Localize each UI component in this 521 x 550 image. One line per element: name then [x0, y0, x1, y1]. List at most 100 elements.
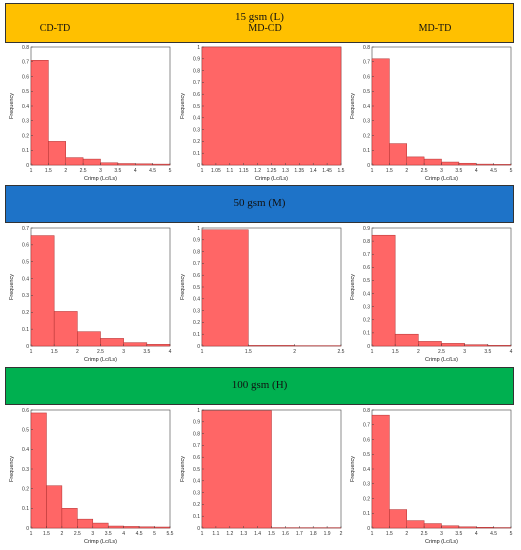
- histogram-bar: [123, 526, 140, 529]
- y-tick-label: 0.8: [363, 239, 370, 245]
- histogram-bar: [406, 520, 425, 529]
- histogram-bar: [394, 333, 419, 347]
- y-tick-label: 0.1: [193, 151, 200, 157]
- y-tick-label: 0.4: [22, 104, 29, 110]
- x-tick-label: 4.5: [490, 168, 497, 174]
- y-tick-label: 0.4: [363, 104, 370, 110]
- x-tick-label: 4: [134, 168, 137, 174]
- histogram-bar: [123, 342, 148, 347]
- x-tick-label: 3.5: [105, 531, 112, 537]
- y-tick-label: 0.6: [193, 92, 200, 98]
- y-tick-label: 0.8: [363, 408, 370, 414]
- histogram-bar: [100, 162, 119, 166]
- y-tick-label: 0.6: [363, 437, 370, 443]
- y-tick-label: 0.5: [193, 104, 200, 110]
- histogram-low-md-cd: 1 1.05 1.1 1.15 1.2 1.25 1.3 1.35 1.4 1.45 1.5 0 0.1…: [176, 45, 346, 185]
- x-tick-label: 1.25: [267, 168, 277, 174]
- y-tick-label: 0.7: [193, 261, 200, 267]
- histogram-high-md-cd: 1 1.1 1.2 1.3 1.4 1.5 1.6 1.7 1.8 1.9 2 0 0.1 0.2 0.3 0…: [176, 408, 346, 548]
- row-label-low: 15 gsm (L): [235, 11, 284, 23]
- histogram-bar: [476, 527, 494, 529]
- y-tick-label: 0.2: [22, 486, 29, 492]
- y-tick-label: 0: [367, 526, 370, 532]
- x-tick-label: 1: [30, 349, 33, 355]
- x-tick-label: 3: [440, 531, 443, 537]
- x-tick-label: 5: [510, 168, 513, 174]
- y-tick-label: 0.2: [363, 496, 370, 502]
- x-tick-label: 1.8: [310, 531, 317, 537]
- y-tick-label: 0.5: [363, 89, 370, 95]
- histogram-bar: [423, 523, 442, 529]
- x-tick-label: 1.9: [324, 531, 331, 537]
- x-tick-label: 1.5: [392, 349, 399, 355]
- x-tick-label: 3: [91, 531, 94, 537]
- histogram-bar: [458, 162, 477, 166]
- x-tick-label: 4.5: [136, 531, 143, 537]
- x-tick-label: 1: [371, 168, 374, 174]
- histogram-bar: [30, 60, 49, 166]
- y-axis-label: Frequency: [350, 93, 356, 119]
- y-tick-label: 0.6: [193, 273, 200, 279]
- histogram-bar: [441, 343, 465, 347]
- histogram-bar: [92, 522, 109, 529]
- histogram-svg: 1 1.5 2 2.5 3 3.5 4 4.5 5 0 0.1 0.2 0.3 0.4 0.5 0.6 0.7 0…: [9, 45, 172, 182]
- y-tick-label: 0.7: [193, 80, 200, 86]
- x-tick-label: 1: [201, 168, 204, 174]
- x-tick-label: 1.5: [43, 531, 50, 537]
- x-axis-label: Crimp (Lc/Ls): [84, 357, 117, 363]
- y-tick-label: 0.6: [22, 408, 29, 414]
- histogram-bar: [201, 229, 249, 347]
- y-tick-label: 0.2: [363, 133, 370, 139]
- x-tick-label: 1: [30, 168, 33, 174]
- y-tick-label: 0.7: [193, 443, 200, 449]
- y-tick-label: 0.6: [22, 243, 29, 249]
- y-axis-label: Frequency: [180, 93, 186, 119]
- y-tick-label: 0.4: [193, 297, 200, 303]
- x-tick-label: 3: [440, 168, 443, 174]
- y-axis-label: Frequency: [9, 93, 15, 119]
- y-tick-label: 0.2: [193, 139, 200, 145]
- row-label-medium: 50 gsm (M): [233, 197, 286, 209]
- x-tick-label: 2.5: [421, 531, 428, 537]
- y-tick-label: 0.4: [22, 276, 29, 282]
- y-tick-label: 0.7: [22, 60, 29, 66]
- x-tick-label: 4: [510, 349, 513, 355]
- y-tick-label: 0.1: [22, 327, 29, 333]
- x-tick-label: 1.4: [254, 531, 261, 537]
- histogram-svg: 1 1.5 2 2.5 3 3.5 4 4.5 5 5.5 0 0.1 0.2 0.3 0.4 0.5 0.6 C…: [9, 408, 174, 545]
- y-tick-label: 0.5: [363, 452, 370, 458]
- y-tick-label: 0.2: [193, 320, 200, 326]
- histogram-bar: [117, 163, 136, 166]
- histogram-svg: 1 1.5 2 2.5 3 3.5 4 0 0.1 0.2 0.3 0.4 0.5 0.6 0.7 0.8 0.…: [350, 226, 513, 363]
- x-tick-label: 2.5: [421, 168, 428, 174]
- y-tick-label: 0.5: [193, 285, 200, 291]
- y-tick-label: 0: [26, 163, 29, 169]
- y-tick-label: 0.8: [363, 45, 370, 51]
- x-tick-label: 1.5: [386, 531, 393, 537]
- x-tick-label: 1.15: [239, 168, 249, 174]
- histogram-high-md-td: 1 1.5 2 2.5 3 3.5 4 4.5 5 0 0.1 0.2 0.3 0.4 0.5 0.6 0.7 0…: [346, 408, 516, 548]
- x-tick-label: 3.5: [114, 168, 121, 174]
- y-tick-label: 0: [26, 526, 29, 532]
- histogram-bar: [30, 412, 47, 529]
- x-tick-label: 5: [510, 531, 513, 537]
- y-tick-label: 1: [197, 226, 200, 232]
- x-tick-label: 1.6: [282, 531, 289, 537]
- y-tick-label: 0.7: [363, 252, 370, 258]
- histogram-bar: [371, 234, 396, 347]
- x-tick-label: 1.5: [45, 168, 52, 174]
- x-axis-label: Crimp (Lc/Ls): [84, 539, 117, 545]
- y-tick-label: 0: [197, 344, 200, 350]
- histogram-bar: [138, 526, 155, 529]
- x-tick-label: 1: [30, 531, 33, 537]
- histogram-svg: 1 1.5 2 2.5 3 3.5 4 0 0.1 0.2 0.3 0.4 0.5 0.6 0.7 Crimp…: [9, 226, 172, 363]
- x-tick-label: 1.5: [338, 168, 345, 174]
- y-tick-label: 0.8: [193, 431, 200, 437]
- y-tick-label: 0.9: [193, 57, 200, 63]
- histogram-medium-md-td: 1 1.5 2 2.5 3 3.5 4 0 0.1 0.2 0.3 0.4 0.5 0.6 0.7 0.8 0.…: [346, 226, 516, 366]
- y-axis-label: Frequency: [350, 456, 356, 482]
- y-axis-label: Frequency: [9, 456, 15, 482]
- y-tick-label: 0.7: [363, 423, 370, 429]
- x-tick-label: 5: [169, 168, 172, 174]
- x-tick-label: 2.5: [438, 349, 445, 355]
